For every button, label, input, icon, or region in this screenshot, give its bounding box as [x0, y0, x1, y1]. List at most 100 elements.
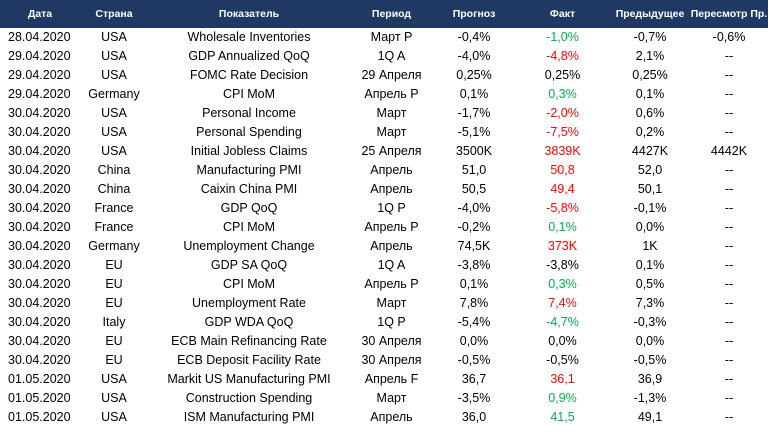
table-row: 01.05.2020 USA Construction Spending Март -3…: [0, 389, 768, 408]
cell-indicator: GDP QoQ: [220, 201, 278, 215]
table-row: 28.04.2020 USA Wholesale Inventories Март P…: [0, 28, 768, 47]
cell-previous: -0,7%: [633, 30, 667, 44]
cell-country: EU: [105, 277, 123, 291]
cell-date: 30.04.2020: [8, 182, 71, 196]
cell-previous: 0,2%: [635, 125, 665, 139]
cell-indicator: Unemployment Rate: [192, 296, 306, 310]
cell-country: Germany: [88, 239, 140, 253]
cell-forecast: 36,0: [461, 410, 487, 424]
cell-period: Март: [376, 125, 407, 139]
column-header-country: Страна: [80, 0, 148, 28]
table-row: 30.04.2020 France CPI MoM Апрель P -0,2% 0,1%…: [0, 218, 768, 237]
cell-indicator: CPI MoM: [222, 277, 276, 291]
cell-date: 30.04.2020: [8, 201, 71, 215]
table-row: 30.04.2020 Italy GDP WDA QoQ 1Q P -5,4% -4,7%…: [0, 313, 768, 332]
cell-previous: 49,1: [637, 410, 663, 424]
cell-date: 30.04.2020: [8, 106, 71, 120]
cell-indicator: GDP Annualized QoQ: [188, 49, 310, 63]
cell-date: 30.04.2020: [8, 144, 71, 158]
cell-previous: 36,9: [637, 372, 663, 386]
cell-revision: --: [724, 87, 734, 101]
table-row: 30.04.2020 EU Unemployment Rate Март 7,8% 7,4…: [0, 294, 768, 313]
cell-period: Март P: [370, 30, 413, 44]
cell-period: Апрель F: [364, 372, 419, 386]
table-body: 28.04.2020 USA Wholesale Inventories Март P…: [0, 28, 768, 427]
cell-actual: 0,1%: [548, 220, 577, 234]
cell-period: Март: [376, 391, 407, 405]
cell-revision: --: [724, 68, 734, 82]
cell-date: 01.05.2020: [8, 391, 71, 405]
cell-forecast: 3500K: [455, 144, 493, 158]
table-row: 30.04.2020 EU CPI MoM Апрель P 0,1% 0,3% 0,5% -…: [0, 275, 768, 294]
cell-forecast: -0,5%: [457, 353, 491, 367]
cell-indicator: Initial Jobless Claims: [190, 144, 308, 158]
cell-date: 30.04.2020: [8, 163, 71, 177]
cell-actual: 0,3%: [548, 277, 577, 291]
cell-date: 01.05.2020: [8, 410, 71, 424]
cell-country: China: [97, 182, 131, 196]
cell-date: 01.05.2020: [8, 372, 71, 386]
cell-actual: -2,0%: [546, 106, 579, 120]
cell-indicator: CPI MoM: [222, 220, 276, 234]
cell-period: Апрель P: [364, 220, 419, 234]
cell-period: Март: [376, 296, 407, 310]
cell-revision: --: [724, 106, 734, 120]
cell-previous: -0,1%: [633, 201, 667, 215]
cell-actual: 50,8: [550, 163, 575, 177]
cell-revision: --: [724, 49, 734, 63]
cell-actual: 49,4: [550, 182, 575, 196]
cell-country: China: [97, 163, 131, 177]
cell-indicator: ECB Main Refinancing Rate: [171, 334, 327, 348]
cell-forecast: -5,1%: [457, 125, 491, 139]
cell-indicator: Wholesale Inventories: [187, 30, 311, 44]
cell-revision: --: [724, 125, 734, 139]
cell-forecast: 74,5K: [457, 239, 491, 253]
cell-indicator: Personal Spending: [196, 125, 302, 139]
cell-country: Germany: [88, 87, 140, 101]
cell-previous: 0,5%: [635, 277, 665, 291]
cell-indicator: Caixin China PMI: [200, 182, 298, 196]
cell-revision: --: [724, 334, 734, 348]
cell-country: USA: [101, 391, 127, 405]
cell-period: Апрель: [370, 163, 413, 177]
table-row: 01.05.2020 USA ISM Manufacturing PMI Апрель…: [0, 408, 768, 427]
cell-period: Март: [376, 106, 407, 120]
table-row: 30.04.2020 EU GDP SA QoQ 1Q A -3,8% -3,8% 0,1%…: [0, 256, 768, 275]
cell-previous: 0,25%: [632, 68, 668, 82]
cell-previous: -0,3%: [633, 315, 667, 329]
cell-actual: -1,0%: [546, 30, 579, 44]
cell-actual: -5,8%: [546, 201, 579, 215]
cell-previous: -1,3%: [633, 391, 667, 405]
table-row: 30.04.2020 USA Initial Jobless Claims 25 Ап…: [0, 142, 768, 161]
cell-date: 30.04.2020: [8, 125, 71, 139]
cell-country: France: [94, 220, 134, 234]
cell-forecast: -4,0%: [457, 49, 491, 63]
cell-date: 28.04.2020: [8, 30, 71, 44]
header-row: Дата Страна Показатель Период Прогноз Фа…: [0, 0, 768, 28]
cell-indicator: Construction Spending: [185, 391, 313, 405]
table-row: 29.04.2020 Germany CPI MoM Апрель P 0,1% 0,3%…: [0, 85, 768, 104]
cell-country: EU: [105, 334, 123, 348]
cell-revision: --: [724, 277, 734, 291]
table-row: 29.04.2020 USA FOMC Rate Decision 29 Апреля…: [0, 66, 768, 85]
cell-indicator: Manufacturing PMI: [196, 163, 302, 177]
cell-revision: --: [724, 391, 734, 405]
cell-previous: 0,1%: [635, 87, 665, 101]
cell-actual: 0,9%: [548, 391, 577, 405]
cell-actual: 0,25%: [544, 68, 581, 82]
cell-date: 30.04.2020: [8, 296, 71, 310]
cell-forecast: 0,25%: [456, 68, 492, 82]
cell-revision: --: [724, 315, 734, 329]
cell-date: 30.04.2020: [8, 353, 71, 367]
cell-actual: 3839K: [544, 144, 581, 158]
cell-actual: -3,8%: [546, 258, 579, 272]
cell-actual: -0,5%: [546, 353, 579, 367]
column-header-revision: Пересмотр Пр.: [690, 0, 768, 28]
cell-forecast: -4,0%: [457, 201, 491, 215]
cell-forecast: 0,1%: [459, 87, 489, 101]
cell-actual: 41,5: [550, 410, 575, 424]
table-row: 01.05.2020 USA Markit US Manufacturing PMI…: [0, 370, 768, 389]
table-row: 30.04.2020 EU ECB Main Refinancing Rate 30 …: [0, 332, 768, 351]
table-row: 30.04.2020 France GDP QoQ 1Q P -4,0% -5,8% -0,…: [0, 199, 768, 218]
